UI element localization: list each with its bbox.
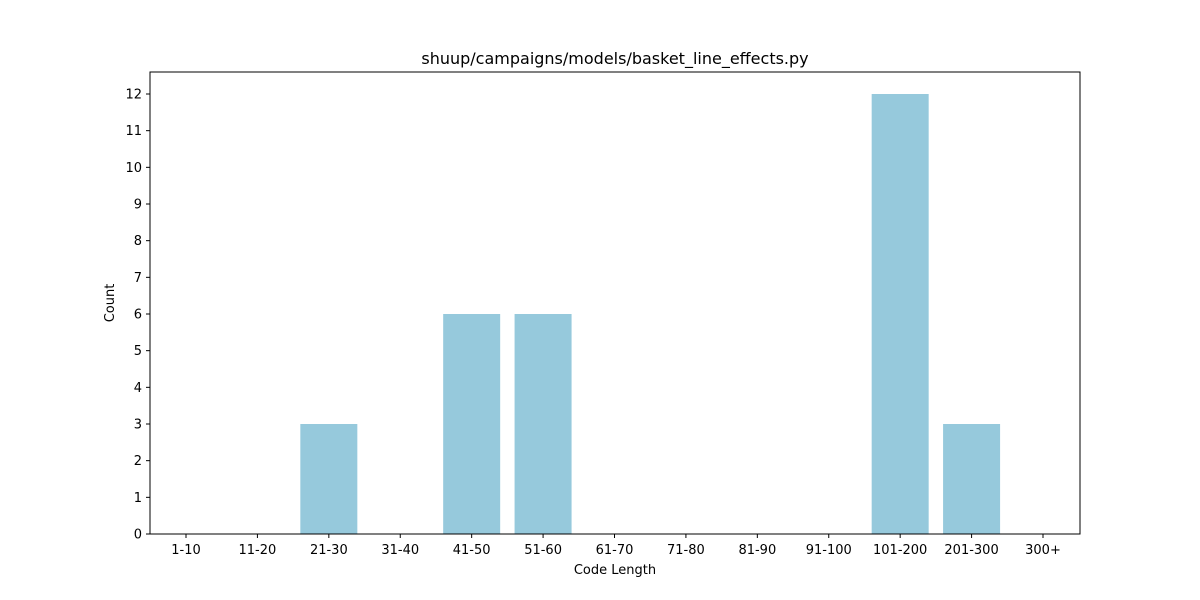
x-tick-label: 61-70 <box>596 543 634 558</box>
x-tick-label: 31-40 <box>381 543 419 558</box>
x-tick-label: 11-20 <box>239 543 277 558</box>
x-tick-label: 41-50 <box>453 543 491 558</box>
y-tick-label: 12 <box>125 88 142 103</box>
x-tick-label: 71-80 <box>667 543 705 558</box>
x-axis-label: Code Length <box>574 563 656 578</box>
y-tick-label: 7 <box>134 271 142 286</box>
chart-title: shuup/campaigns/models/basket_line_effec… <box>421 49 808 69</box>
y-tick-label: 3 <box>134 418 142 433</box>
y-tick-label: 11 <box>125 124 142 139</box>
y-axis-label: Count <box>103 284 118 323</box>
y-tick-label: 1 <box>134 491 142 506</box>
x-tick-label: 300+ <box>1025 543 1061 558</box>
x-tick-label: 91-100 <box>806 543 852 558</box>
bar-201-300 <box>943 424 1001 534</box>
bars <box>300 94 1001 534</box>
plot-frame <box>149 71 1081 535</box>
bar-51-60 <box>514 314 572 534</box>
y-tick-label: 9 <box>134 198 142 213</box>
x-tick-label: 101-200 <box>873 543 927 558</box>
x-tick-label: 1-10 <box>171 543 201 558</box>
y-tick-label: 2 <box>134 454 142 469</box>
y-tick-label: 5 <box>134 344 142 359</box>
y-tick-label: 8 <box>134 234 142 249</box>
x-tick-label: 81-90 <box>738 543 776 558</box>
bar-21-30 <box>300 424 358 534</box>
x-tick-label: 201-300 <box>944 543 998 558</box>
x-axis-ticks: 1-10 11-20 21-30 31-40 41-50 51-60 61-70 71-80 8… <box>171 534 1061 558</box>
bar-41-50 <box>443 314 501 534</box>
y-tick-label: 6 <box>134 308 142 323</box>
y-tick-label: 0 <box>134 528 142 543</box>
y-tick-label: 4 <box>134 381 142 396</box>
y-tick-label: 10 <box>125 161 142 176</box>
x-tick-label: 51-60 <box>524 543 562 558</box>
x-tick-label: 21-30 <box>310 543 348 558</box>
bar-101-200 <box>871 94 929 534</box>
